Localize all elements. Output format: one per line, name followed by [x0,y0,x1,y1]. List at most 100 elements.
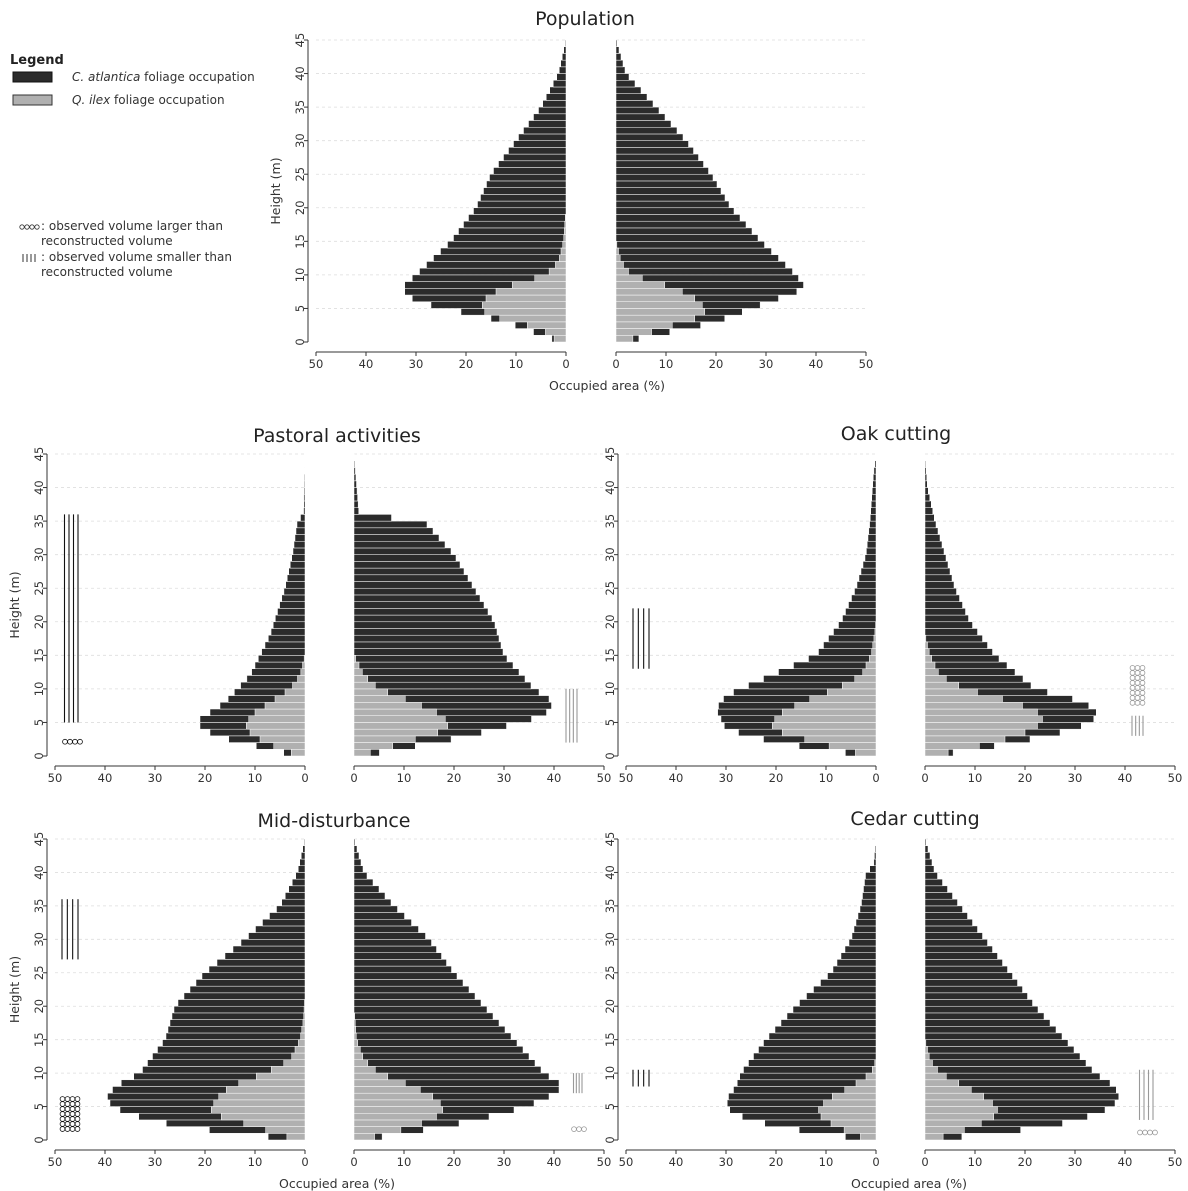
bar [848,939,877,947]
bar [353,648,504,656]
bar [353,467,356,475]
bar [799,999,877,1007]
bar [924,1046,928,1054]
y-tick-label: 40 [32,480,46,495]
bar [264,641,306,649]
marker-circle [64,1116,71,1122]
x-tick-label: 40 [669,1155,684,1169]
y-tick-label: 15 [603,648,617,663]
y-tick-label: 30 [603,932,617,947]
series-q-ilex-right [353,655,448,757]
bar [353,912,405,920]
bar [869,865,877,873]
bar [560,59,567,68]
bar [353,641,502,649]
bar [353,540,446,549]
bar [860,1133,877,1141]
legend-dark-species: C. atlantica [72,70,140,84]
bar [615,86,642,94]
bar [924,1133,944,1141]
series-c-atlantica-right [353,838,560,1141]
bar [353,675,368,683]
bar [832,965,877,974]
bar [924,668,939,676]
bar [924,1012,1045,1020]
bar [553,80,567,88]
bar [844,945,877,953]
bar [262,919,306,927]
bar [353,527,434,535]
bar [218,1092,306,1101]
x-tick-label: 0 [921,771,928,785]
marker-circle [1139,675,1146,681]
bar [563,234,567,242]
bar [562,53,567,61]
bar [273,742,306,750]
bar [615,160,704,168]
x-tick-label: 30 [719,1155,734,1169]
bar [840,952,877,960]
bar [152,1052,306,1060]
bar [924,952,998,960]
bar [615,207,735,215]
bar [748,1059,877,1067]
chart-title: Population [535,8,635,30]
x-tick-label: 10 [248,1155,263,1169]
bar [304,480,306,488]
x-tick-label: 0 [921,1155,928,1169]
bar [177,999,306,1007]
bar [303,655,306,663]
series-q-ilex-right [924,634,1043,757]
marker-circle [69,1111,76,1117]
bar [485,294,567,302]
bar [272,621,306,629]
x-tick-label: 10 [397,771,412,785]
marker-circle [1139,670,1146,676]
bar [563,46,567,54]
legend: Legend C. atlantica foliage occupation Q… [10,53,255,279]
x-tick-label: 20 [709,357,724,371]
bar [353,500,359,508]
x-tick-label: 20 [198,771,213,785]
marker-circle [74,1121,81,1127]
bar [353,520,428,529]
y-tick-label: 30 [32,932,46,947]
bar [195,979,306,987]
bar [353,1066,542,1074]
x-tick-label: 30 [759,357,774,371]
x-tick-label: 0 [350,1155,357,1169]
legend-line-note-1: : observed volume smaller than [41,250,232,264]
bar [848,601,877,609]
bar [528,120,567,128]
bar [615,113,666,121]
bar [453,234,567,242]
bar [353,898,392,907]
y-tick-label: 5 [32,719,46,726]
x-tick-label: 10 [968,771,983,785]
bar [924,1026,1057,1034]
bar [353,892,386,900]
bar [353,952,442,960]
bar [778,668,877,676]
bar [782,728,877,737]
bar [353,668,520,676]
bar [284,688,306,696]
bar [864,878,877,887]
bar [303,500,306,508]
x-tick-label: 0 [612,357,619,371]
bar [251,668,306,676]
series-q-ilex-left [772,621,877,757]
bar [353,695,406,703]
bar [533,113,567,121]
bar [292,878,306,887]
bar [924,594,960,602]
y-tick-label: 15 [32,648,46,663]
bar [924,1072,1101,1081]
bar [924,520,937,529]
bar [353,979,464,987]
x-tick-label: 50 [619,1155,634,1169]
x-tick-label: 40 [669,771,684,785]
legend-dark-label: C. atlantica foliage occupation [72,70,255,84]
bar [291,554,306,562]
